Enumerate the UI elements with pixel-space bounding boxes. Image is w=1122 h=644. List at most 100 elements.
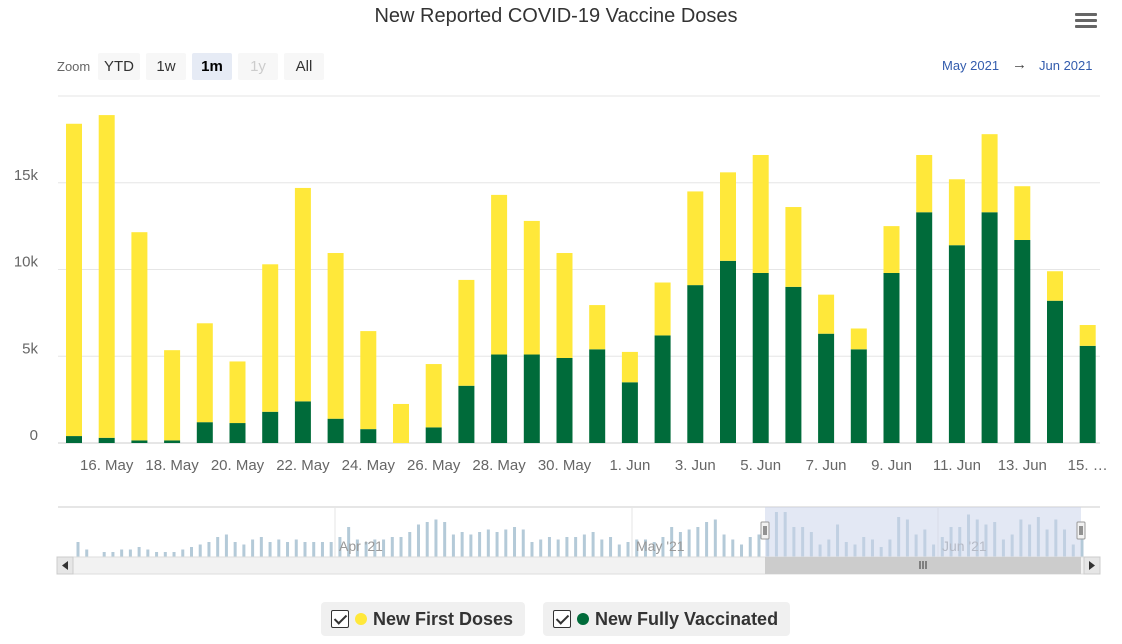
navigator-bar — [565, 537, 569, 557]
chart-title: New Reported COVID-19 Vaccine Doses — [374, 5, 738, 27]
bar-fully-vaccinated — [229, 423, 246, 443]
x-tick-label: 30. May — [538, 457, 592, 474]
navigator-right-handle[interactable] — [1076, 521, 1086, 540]
navigator-bar — [85, 549, 89, 557]
navigator-bar — [1080, 539, 1084, 557]
bar-fully-vaccinated — [948, 245, 965, 443]
navigator-bar — [643, 539, 647, 557]
bar-fully-vaccinated — [491, 354, 508, 443]
x-tick-label: 22. May — [276, 457, 330, 474]
bar-first-doses — [131, 232, 148, 441]
navigator-bar — [233, 542, 237, 557]
bar-first-doses — [196, 323, 213, 423]
navigator-bar — [539, 539, 543, 557]
range-to-input[interactable]: Jun 2021 — [1039, 58, 1093, 73]
bar-first-doses — [621, 351, 638, 383]
navigator-bar — [416, 524, 420, 557]
navigator-bar — [137, 547, 141, 557]
navigator-bar — [652, 542, 656, 557]
navigator-bar — [146, 549, 150, 557]
navigator-bar — [259, 537, 263, 557]
navigator-bar — [740, 544, 744, 557]
bar-first-doses — [425, 364, 442, 428]
navigator-bar — [600, 539, 604, 557]
bar-fully-vaccinated — [131, 440, 148, 443]
bar-fully-vaccinated — [327, 418, 344, 443]
bar-fully-vaccinated — [425, 427, 442, 443]
bar-fully-vaccinated — [752, 272, 769, 443]
navigator-bar — [207, 542, 211, 557]
bar-first-doses — [556, 253, 573, 358]
bar-first-doses — [981, 134, 998, 213]
bar-fully-vaccinated — [556, 357, 573, 443]
bar-first-doses — [262, 264, 279, 412]
navigator-bar — [373, 539, 377, 557]
navigator-label: May '21 — [636, 538, 685, 554]
navigator-bar — [382, 539, 386, 557]
bar-first-doses — [491, 194, 508, 355]
zoom-ytd-button[interactable]: YTD — [98, 53, 140, 80]
right-arrow-icon — [1089, 561, 1095, 570]
navigator-bar — [320, 542, 324, 557]
zoom-1w-button[interactable]: 1w — [146, 53, 186, 80]
range-from-input[interactable]: May 2021 — [942, 58, 1000, 73]
bar-first-doses — [785, 207, 802, 287]
navigator-bar — [696, 527, 700, 557]
navigator-bar — [713, 519, 717, 557]
zoom-1m-button[interactable]: 1m — [192, 53, 232, 80]
hamburger-menu-icon[interactable] — [1071, 8, 1101, 34]
navigator-bar — [268, 542, 272, 557]
legend-item-fully-vaccinated[interactable]: New Fully Vaccinated — [543, 602, 791, 636]
chart-canvas: 0 5k 10k 15k 16. May 18. May 20. May 22. May 24.… — [14, 95, 1108, 575]
bar-first-doses — [294, 187, 311, 402]
navigator-bar — [626, 542, 630, 557]
bar-first-doses — [523, 220, 540, 355]
bar-first-doses — [589, 305, 606, 350]
checkbox-icon[interactable] — [331, 610, 349, 628]
navigator-bar — [172, 552, 176, 557]
bar-fully-vaccinated — [883, 272, 900, 443]
navigator-window[interactable] — [765, 507, 1081, 557]
navigator-bar — [530, 542, 534, 557]
bar-fully-vaccinated — [294, 401, 311, 443]
legend-marker-icon — [355, 613, 367, 625]
zoom-label: Zoom — [57, 59, 91, 74]
bar-fully-vaccinated — [785, 286, 802, 443]
x-tick-label: 3. Jun — [675, 457, 716, 474]
range-arrow: → — [1012, 56, 1027, 73]
bar-first-doses — [654, 282, 671, 336]
navigator-bar — [582, 534, 586, 557]
x-tick-label: 11. Jun — [933, 457, 981, 474]
zoom-all-button[interactable]: All — [284, 53, 324, 80]
navigator-bar — [495, 532, 499, 557]
bar-first-doses — [393, 403, 409, 443]
navigator-bar — [277, 539, 281, 557]
bar-fully-vaccinated — [458, 385, 475, 443]
navigator-bar — [425, 522, 429, 557]
bar-first-doses — [1079, 325, 1096, 346]
bar-first-doses — [850, 328, 867, 350]
navigator-bar — [303, 542, 307, 557]
navigator-bar — [591, 532, 595, 557]
y-tick-label: 5k — [22, 340, 38, 357]
bar-fully-vaccinated — [654, 335, 671, 443]
y-tick-label: 10k — [14, 254, 39, 271]
x-tick-label: 16. May — [80, 457, 134, 474]
legend-item-first-doses[interactable]: New First Doses — [321, 602, 526, 636]
navigator-bar — [670, 527, 674, 557]
navigator-bar — [390, 537, 394, 557]
bar-fully-vaccinated — [720, 260, 736, 443]
bar-fully-vaccinated — [1014, 240, 1031, 443]
x-tick-label: 15. … — [1068, 457, 1108, 474]
navigator-bar — [155, 552, 159, 557]
navigator-bar — [617, 544, 621, 557]
navigator-left-handle[interactable] — [760, 521, 770, 540]
navigator-bar — [216, 537, 220, 557]
navigator-bar — [355, 539, 359, 557]
navigator-bar — [224, 534, 228, 557]
navigator-bar — [364, 542, 368, 557]
bar-fully-vaccinated — [589, 349, 606, 443]
navigator-bar — [347, 527, 351, 557]
checkbox-icon[interactable] — [553, 610, 571, 628]
bar-fully-vaccinated — [621, 382, 638, 443]
